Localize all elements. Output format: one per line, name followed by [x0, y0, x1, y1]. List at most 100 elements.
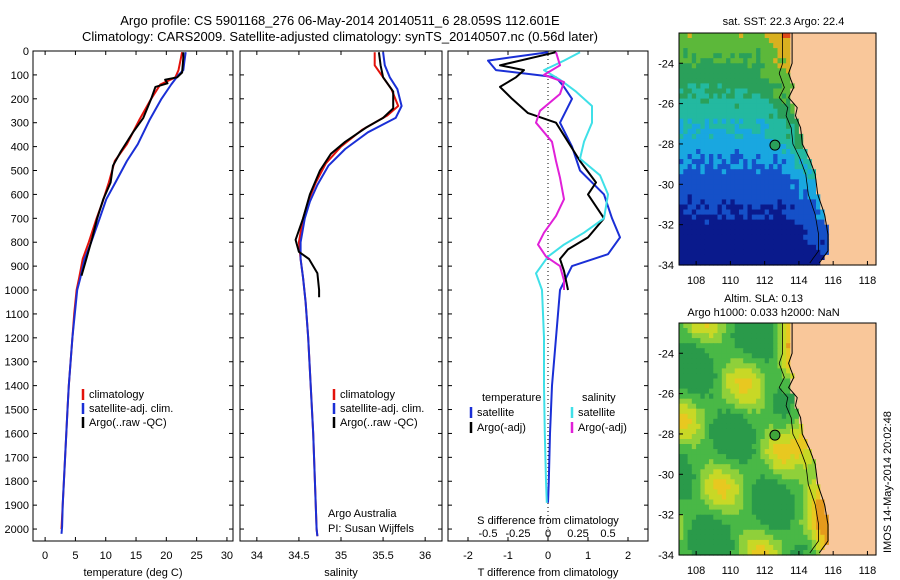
land-cell	[867, 194, 873, 200]
ocean-cell	[768, 123, 774, 130]
land-cell	[816, 373, 821, 379]
ocean-cell	[781, 249, 787, 256]
ocean-cell	[747, 529, 753, 536]
ocean-cell	[679, 234, 684, 241]
ocean-cell	[700, 234, 706, 241]
ocean-cell	[786, 519, 791, 526]
land-cell	[824, 179, 830, 185]
land-cell	[863, 368, 869, 374]
ocean-cell	[798, 184, 804, 190]
ocean-cell	[764, 194, 770, 200]
ocean-cell	[743, 393, 749, 400]
ocean-cell	[760, 368, 766, 374]
ocean-cell	[743, 418, 749, 425]
land-cell	[854, 353, 860, 359]
ocean-cell	[747, 123, 753, 130]
ocean-cell	[794, 179, 800, 185]
land-cell	[863, 519, 869, 526]
ocean-cell	[751, 108, 757, 115]
ocean-cell	[687, 398, 693, 405]
ocean-cell	[790, 123, 796, 130]
ocean-cell	[713, 383, 719, 390]
ocean-cell	[807, 234, 813, 241]
ocean-cell	[781, 219, 787, 226]
ocean-cell	[679, 529, 684, 536]
ocean-cell	[687, 98, 693, 105]
ocean-cell	[717, 524, 723, 531]
ocean-cell	[734, 434, 740, 440]
ocean-cell	[756, 113, 761, 120]
ocean-cell	[696, 529, 701, 536]
ocean-cell	[777, 444, 783, 450]
ocean-cell	[730, 323, 736, 329]
ocean-cell	[730, 529, 736, 536]
ocean-cell	[739, 234, 744, 241]
land-cell	[863, 373, 869, 379]
land-cell	[807, 439, 813, 445]
ocean-cell	[683, 254, 689, 261]
ocean-cell	[803, 524, 809, 531]
land-cell	[828, 509, 834, 516]
land-cell	[850, 489, 856, 495]
ocean-cell	[756, 144, 761, 150]
diff-legend-label: Argo(-adj)	[477, 422, 526, 434]
ocean-cell	[790, 154, 796, 160]
land-cell	[828, 128, 834, 135]
ocean-cell	[721, 328, 727, 334]
ocean-cell	[786, 494, 791, 501]
land-cell	[850, 174, 856, 180]
land-cell	[833, 123, 839, 130]
ocean-cell	[756, 169, 761, 175]
ocean-cell	[713, 113, 719, 120]
ocean-cell	[798, 169, 804, 175]
ocean-cell	[739, 449, 744, 455]
ocean-cell	[794, 524, 800, 531]
land-cell	[824, 368, 830, 374]
ocean-cell	[730, 103, 736, 110]
ocean-cell	[803, 184, 809, 190]
ocean-cell	[709, 454, 714, 460]
ocean-cell	[683, 343, 689, 349]
ocean-cell	[773, 159, 779, 165]
ocean-cell	[773, 418, 779, 425]
ocean-cell	[824, 244, 830, 251]
land-cell	[850, 108, 856, 115]
land-cell	[850, 413, 856, 420]
land-cell	[858, 199, 864, 205]
land-cell	[858, 413, 864, 420]
ocean-cell	[743, 479, 749, 485]
ocean-cell	[709, 260, 714, 266]
ocean-cell	[721, 358, 727, 364]
ocean-cell	[734, 539, 740, 546]
ocean-cell	[756, 333, 761, 339]
ocean-cell	[739, 249, 744, 256]
land-cell	[816, 184, 821, 190]
ocean-cell	[726, 378, 731, 385]
ocean-cell	[717, 328, 723, 334]
ocean-cell	[790, 128, 796, 135]
ocean-cell	[691, 519, 697, 526]
land-cell	[833, 58, 839, 64]
ocean-cell	[743, 204, 749, 211]
ocean-cell	[777, 524, 783, 531]
ocean-cell	[777, 179, 783, 185]
ocean-cell	[734, 149, 740, 155]
ocean-cell	[691, 113, 697, 120]
depth-tick-label: 1700	[5, 452, 29, 464]
ocean-cell	[777, 244, 783, 251]
land-cell	[807, 53, 813, 59]
ocean-cell	[704, 78, 710, 84]
ocean-cell	[760, 199, 766, 205]
land-cell	[863, 353, 869, 359]
land-cell	[824, 123, 830, 130]
ocean-cell	[764, 58, 770, 64]
land-cell	[841, 353, 847, 359]
land-cell	[794, 63, 800, 69]
land-cell	[833, 144, 839, 150]
ocean-cell	[726, 254, 731, 261]
ocean-cell	[679, 373, 684, 379]
ocean-cell	[704, 244, 710, 251]
ocean-cell	[760, 550, 766, 556]
ocean-cell	[687, 38, 693, 44]
ocean-cell	[747, 98, 753, 105]
